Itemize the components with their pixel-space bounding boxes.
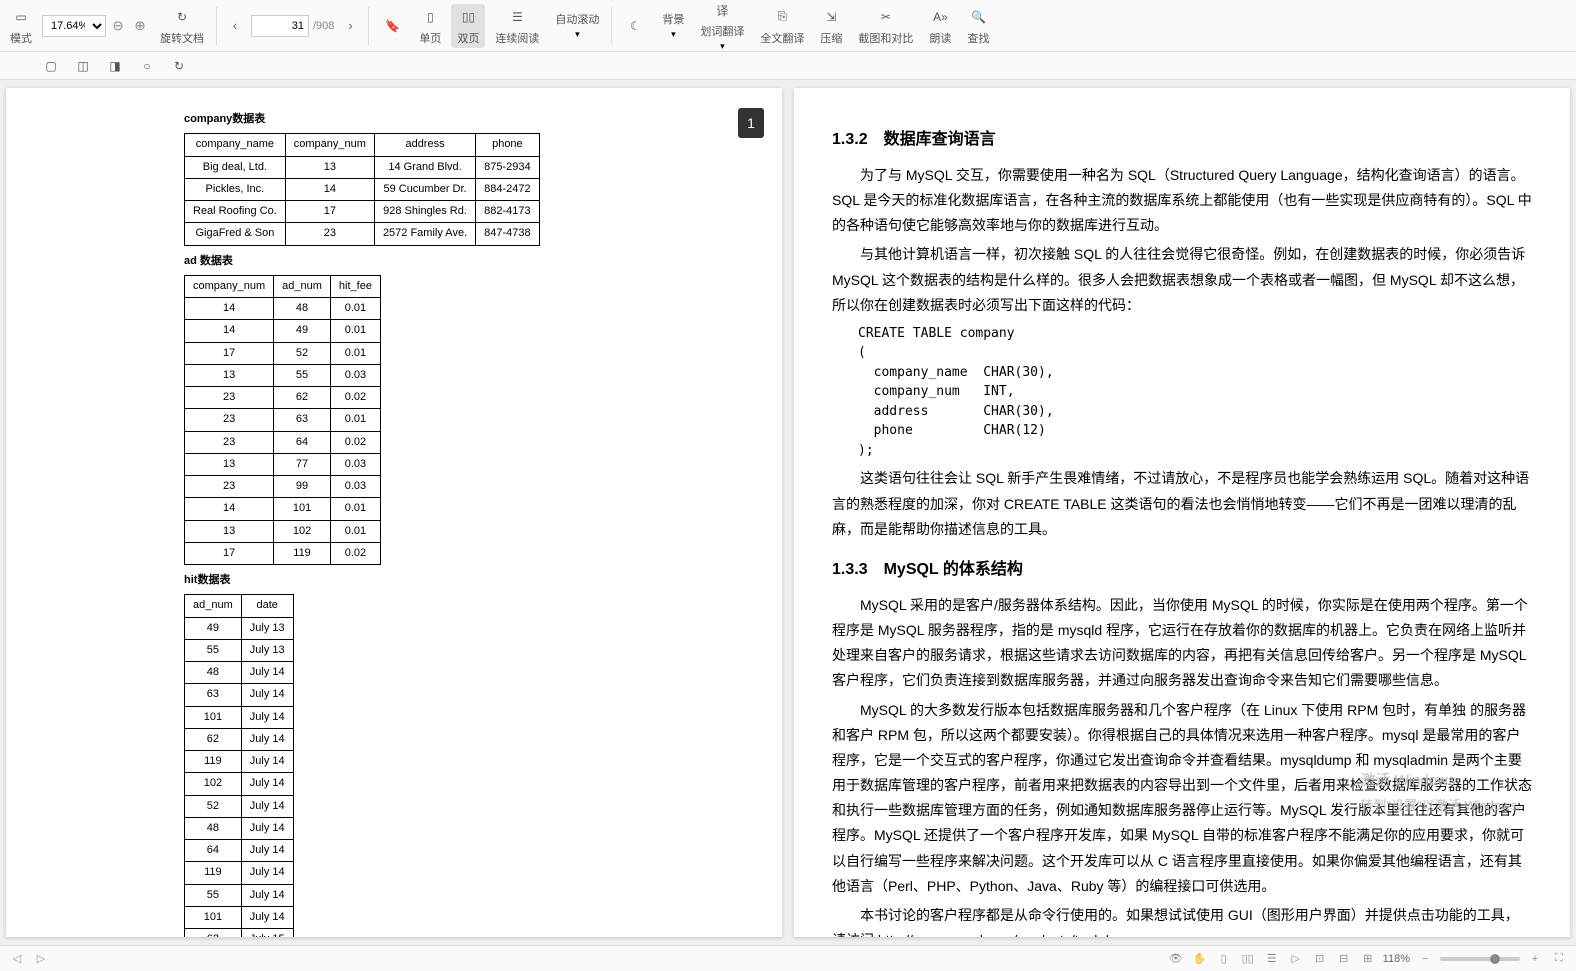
moon-icon: ☾ [624, 15, 646, 37]
fullscreen-icon[interactable]: ⛶ [1550, 950, 1568, 968]
hit-table: ad_numdate49July 1355July 1348July 1463J… [184, 594, 294, 937]
speaker-icon: A» [929, 6, 951, 28]
right-page: 1.3.2 数据库查询语言 为了与 MySQL 交互，你需要使用一种名为 SQL… [794, 88, 1570, 937]
ad-table: company_numad_numhit_fee14480.0114490.01… [184, 275, 381, 565]
double-page-icon: ▯▯ [457, 6, 479, 28]
single-page-icon: ▯ [419, 6, 441, 28]
right-p3: 这类语句往往会让 SQL 新手产生畏难情绪，不过请放心，不是程序员也能学会熟练运… [832, 466, 1532, 542]
view3-icon[interactable]: ☰ [1263, 950, 1281, 968]
status-bar: ◁ ▷ 👁 ✋ ▯ ▯▯ ☰ ▷ ⊡ ⊟ ⊞ 118% − + ⛶ [0, 945, 1576, 971]
zoom-in-button[interactable]: ⊕ [130, 16, 150, 36]
zoom-minus-icon[interactable]: − [1416, 950, 1434, 968]
zoom-select[interactable]: 17.64% [42, 15, 106, 37]
read-aloud-btn[interactable]: A»朗读 [923, 4, 957, 48]
zoom-value: 118% [1383, 953, 1410, 965]
windows-watermark: 激活 Windows 转到"设置"以激活 Windows。 [1360, 767, 1530, 817]
page-total: /908 [313, 20, 334, 32]
heading-133: 1.3.3 MySQL 的体系结构 [832, 556, 1532, 585]
continuous-btn[interactable]: ☰连续阅读 [489, 4, 545, 48]
full-translate-icon: ⎘ [771, 6, 793, 28]
zoom-plus-icon[interactable]: + [1526, 950, 1544, 968]
auto-scroll-btn[interactable]: 自动滚动▾ [549, 9, 605, 42]
page-marker: 1 [738, 108, 764, 138]
screenshot-icon: ✂ [875, 6, 897, 28]
separator [611, 7, 612, 45]
circle-icon[interactable]: ○ [136, 55, 158, 77]
view2-icon[interactable]: ▯▯ [1239, 950, 1257, 968]
mode-group: ▭ 模式 [4, 4, 38, 48]
main-toolbar: ▭ 模式 17.64% ⊖ ⊕ ↻ 旋转文档 ‹ /908 › 🔖 ▯单页 ▯▯… [0, 0, 1576, 52]
crop3-icon[interactable]: ◨ [104, 55, 126, 77]
compress-btn[interactable]: ⇲压缩 [814, 4, 848, 48]
eye-icon[interactable]: 👁 [1167, 950, 1185, 968]
sb-next-icon[interactable]: ▷ [32, 950, 50, 968]
prev-page-button[interactable]: ‹ [223, 14, 247, 38]
crop2-icon[interactable]: ◫ [72, 55, 94, 77]
compress-icon: ⇲ [820, 6, 842, 28]
zoom-out-button[interactable]: ⊖ [108, 16, 128, 36]
fit2-icon[interactable]: ⊟ [1335, 950, 1353, 968]
view1-icon[interactable]: ▯ [1215, 950, 1233, 968]
heading-132: 1.3.2 数据库查询语言 [832, 126, 1532, 155]
left-page: 1 company数据表 company_namecompany_numaddr… [6, 88, 782, 937]
single-page-btn[interactable]: ▯单页 [413, 4, 447, 48]
hand-icon[interactable]: ✋ [1191, 950, 1209, 968]
right-p2: 与其他计算机语言一样，初次接触 SQL 的人往往会觉得它很奇怪。例如，在创建数据… [832, 242, 1532, 318]
document-content: 1 company数据表 company_namecompany_numaddr… [0, 80, 1576, 945]
zoom-slider[interactable] [1440, 957, 1520, 961]
translate-icon: 译 [711, 0, 733, 21]
separator [216, 7, 217, 45]
right-p1: 为了与 MySQL 交互，你需要使用一种名为 SQL（Structured Qu… [832, 163, 1532, 239]
rotate2-icon[interactable]: ↻ [168, 55, 190, 77]
play-icon[interactable]: ▷ [1287, 950, 1305, 968]
right-p4: MySQL 采用的是客户/服务器体系结构。因此，当你使用 MySQL 的时候，你… [832, 593, 1532, 694]
page-input[interactable] [251, 15, 309, 37]
background-btn[interactable]: 背景▾ [656, 9, 690, 42]
next-page-button[interactable]: › [338, 14, 362, 38]
fit3-icon[interactable]: ⊞ [1359, 950, 1377, 968]
word-translate-btn[interactable]: 译划词翻译▾ [694, 0, 750, 54]
full-translate-btn[interactable]: ⎘全文翻译 [754, 4, 810, 48]
company-table-title: company数据表 [184, 110, 744, 129]
mode-icon[interactable]: ▭ [10, 6, 32, 28]
hit-table-title: hit数据表 [184, 571, 744, 590]
fit1-icon[interactable]: ⊡ [1311, 950, 1329, 968]
separator [368, 7, 369, 45]
code-block: CREATE TABLE company ( company_name CHAR… [858, 324, 1532, 461]
double-page-btn[interactable]: ▯▯双页 [451, 4, 485, 48]
rotate-label: 旋转文档 [160, 30, 204, 46]
night-btn[interactable]: ☾ [618, 13, 652, 39]
bookmark-icon[interactable]: 🔖 [381, 15, 403, 37]
screenshot-btn[interactable]: ✂截图和对比 [852, 4, 919, 48]
find-btn[interactable]: 🔍查找 [961, 4, 995, 48]
sub-toolbar: ▢ ◫ ◨ ○ ↻ [0, 52, 1576, 80]
company-table: company_namecompany_numaddressphoneBig d… [184, 133, 540, 245]
continuous-icon: ☰ [506, 6, 528, 28]
crop-icon[interactable]: ▢ [40, 55, 62, 77]
ad-table-title: ad 数据表 [184, 252, 744, 271]
mode-label: 模式 [10, 30, 32, 46]
search-icon: 🔍 [967, 6, 989, 28]
sb-prev-icon[interactable]: ◁ [8, 950, 26, 968]
rotate-group: ↻ 旋转文档 [154, 4, 210, 48]
rotate-icon[interactable]: ↻ [171, 6, 193, 28]
right-p6: 本书讨论的客户程序都是从命令行使用的。如果想试试使用 GUI（图形用户界面）并提… [832, 903, 1532, 937]
